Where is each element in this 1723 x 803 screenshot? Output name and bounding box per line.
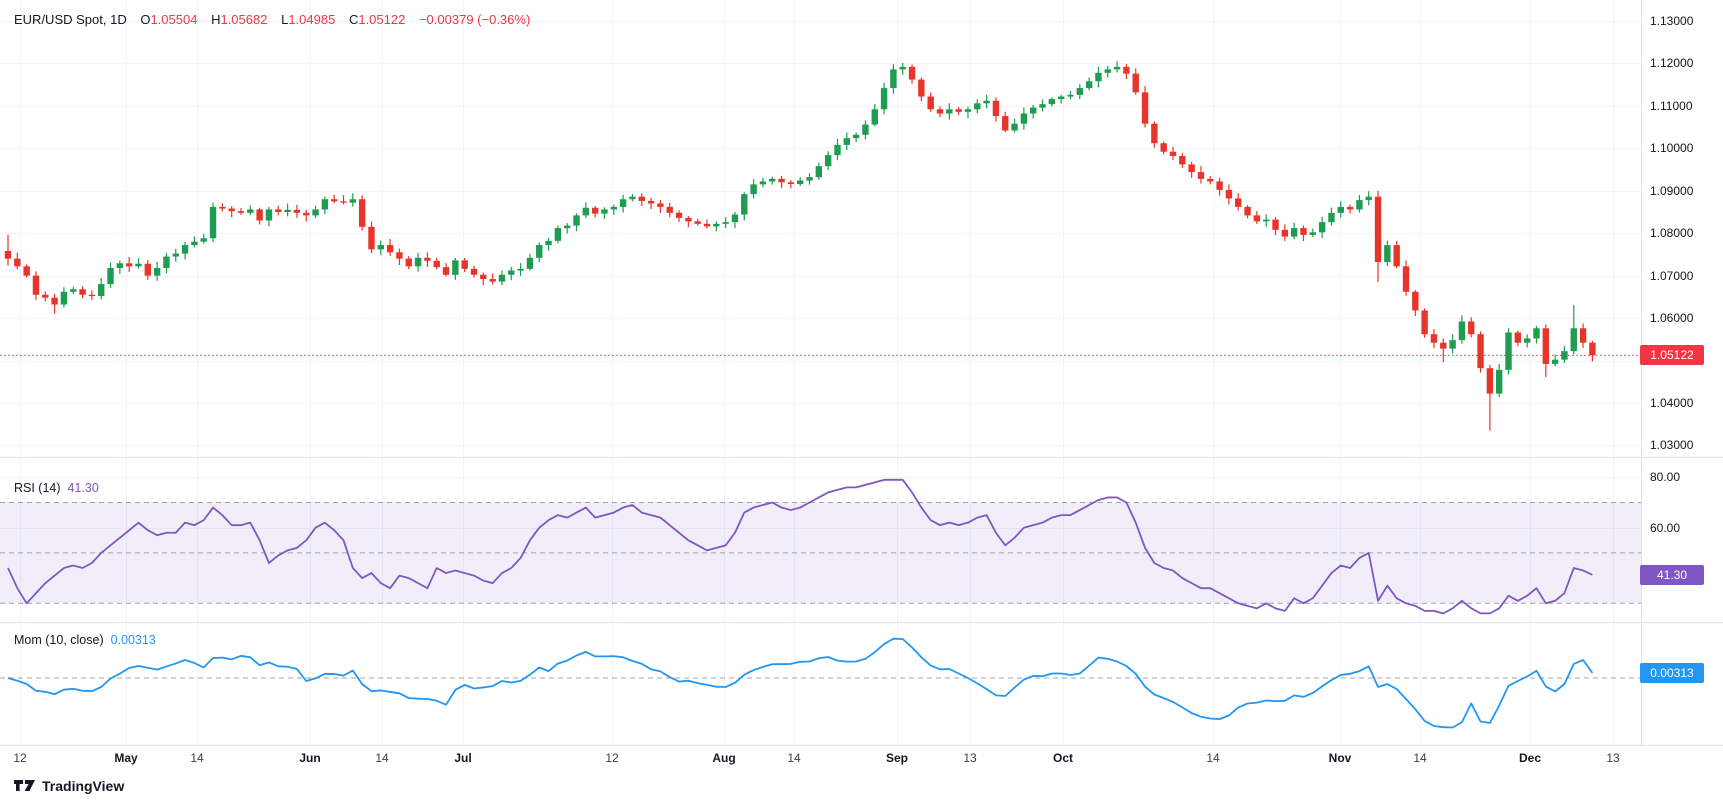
price-rsi-divider[interactable]: [0, 457, 1723, 458]
rsi-mom-divider[interactable]: [0, 622, 1723, 623]
time-tick-label: 12: [605, 751, 619, 765]
time-tick-label: 12: [13, 751, 27, 765]
price-tick-label: 1.03000: [1650, 438, 1694, 453]
time-tick-label: 13: [1606, 751, 1620, 765]
price-tick-label: 1.04000: [1650, 395, 1694, 410]
price-tick-label: 1.07000: [1650, 268, 1694, 283]
price-tick-label: 1.06000: [1650, 311, 1694, 326]
time-tick-label: 14: [787, 751, 801, 765]
mom-line[interactable]: [7, 637, 1594, 729]
rsi-title: RSI (14): [14, 481, 61, 495]
mom-value: 0.00313: [110, 633, 156, 647]
rsi-tick-label: 80.00: [1650, 470, 1681, 485]
price-tick-label: 1.10000: [1650, 141, 1694, 156]
price-tick-label: 1.12000: [1650, 56, 1694, 71]
tradingview-logo-text: TradingView: [42, 778, 125, 794]
symbol-title: EUR/USD Spot, 1D: [14, 12, 127, 27]
mom-title: Mom (10, close): [14, 633, 104, 647]
mom-legend[interactable]: Mom (10, close) 0.00313: [14, 633, 156, 647]
time-tick-label: 13: [963, 751, 977, 765]
change-value: −0.00379 (−0.36%): [418, 12, 531, 27]
price-badge: 1.05122: [1640, 345, 1704, 365]
time-tick-label: 14: [375, 751, 389, 765]
candles[interactable]: [4, 61, 1596, 431]
price-tick-label: 1.13000: [1650, 14, 1694, 28]
time-axis-border: [0, 745, 1723, 746]
time-tick-label: 14: [1206, 751, 1220, 765]
time-tick-label: 14: [1413, 751, 1427, 765]
time-tick-label: Dec: [1518, 751, 1542, 765]
rsi-badge: 41.30: [1640, 565, 1704, 585]
time-tick-label: 14: [190, 751, 204, 765]
price-tick-label: 1.08000: [1650, 226, 1694, 241]
mom-badge: 0.00313: [1640, 663, 1704, 683]
symbol-legend[interactable]: EUR/USD Spot, 1D O1.05504 H1.05682 L1.04…: [14, 12, 530, 27]
rsi-line[interactable]: [7, 478, 1593, 615]
tradingview-logo-icon: [14, 780, 35, 791]
time-tick-label: Jul: [454, 751, 472, 765]
price-scale-border: [1641, 0, 1642, 745]
rsi-tick-label: 60.00: [1650, 520, 1681, 535]
time-tick-label: Nov: [1328, 751, 1352, 765]
tradingview-logo[interactable]: TradingView: [14, 778, 124, 794]
ohlc-open: O1.05504: [140, 12, 198, 27]
time-tick-label: Oct: [1052, 751, 1074, 765]
rsi-value: 41.30: [67, 481, 99, 495]
time-tick-label: Aug: [712, 751, 736, 765]
ohlc-low: L1.04985: [281, 12, 336, 27]
rsi-legend[interactable]: RSI (14) 41.30: [14, 481, 99, 495]
price-tick-label: 1.11000: [1650, 98, 1693, 113]
time-tick-label: Jun: [299, 751, 321, 765]
time-tick-label: Sep: [885, 751, 909, 765]
time-tick-label: May: [114, 751, 138, 765]
price-tick-label: 1.09000: [1650, 183, 1694, 198]
ohlc-high: H1.05682: [211, 12, 268, 27]
ohlc-close: C1.05122: [348, 12, 406, 27]
